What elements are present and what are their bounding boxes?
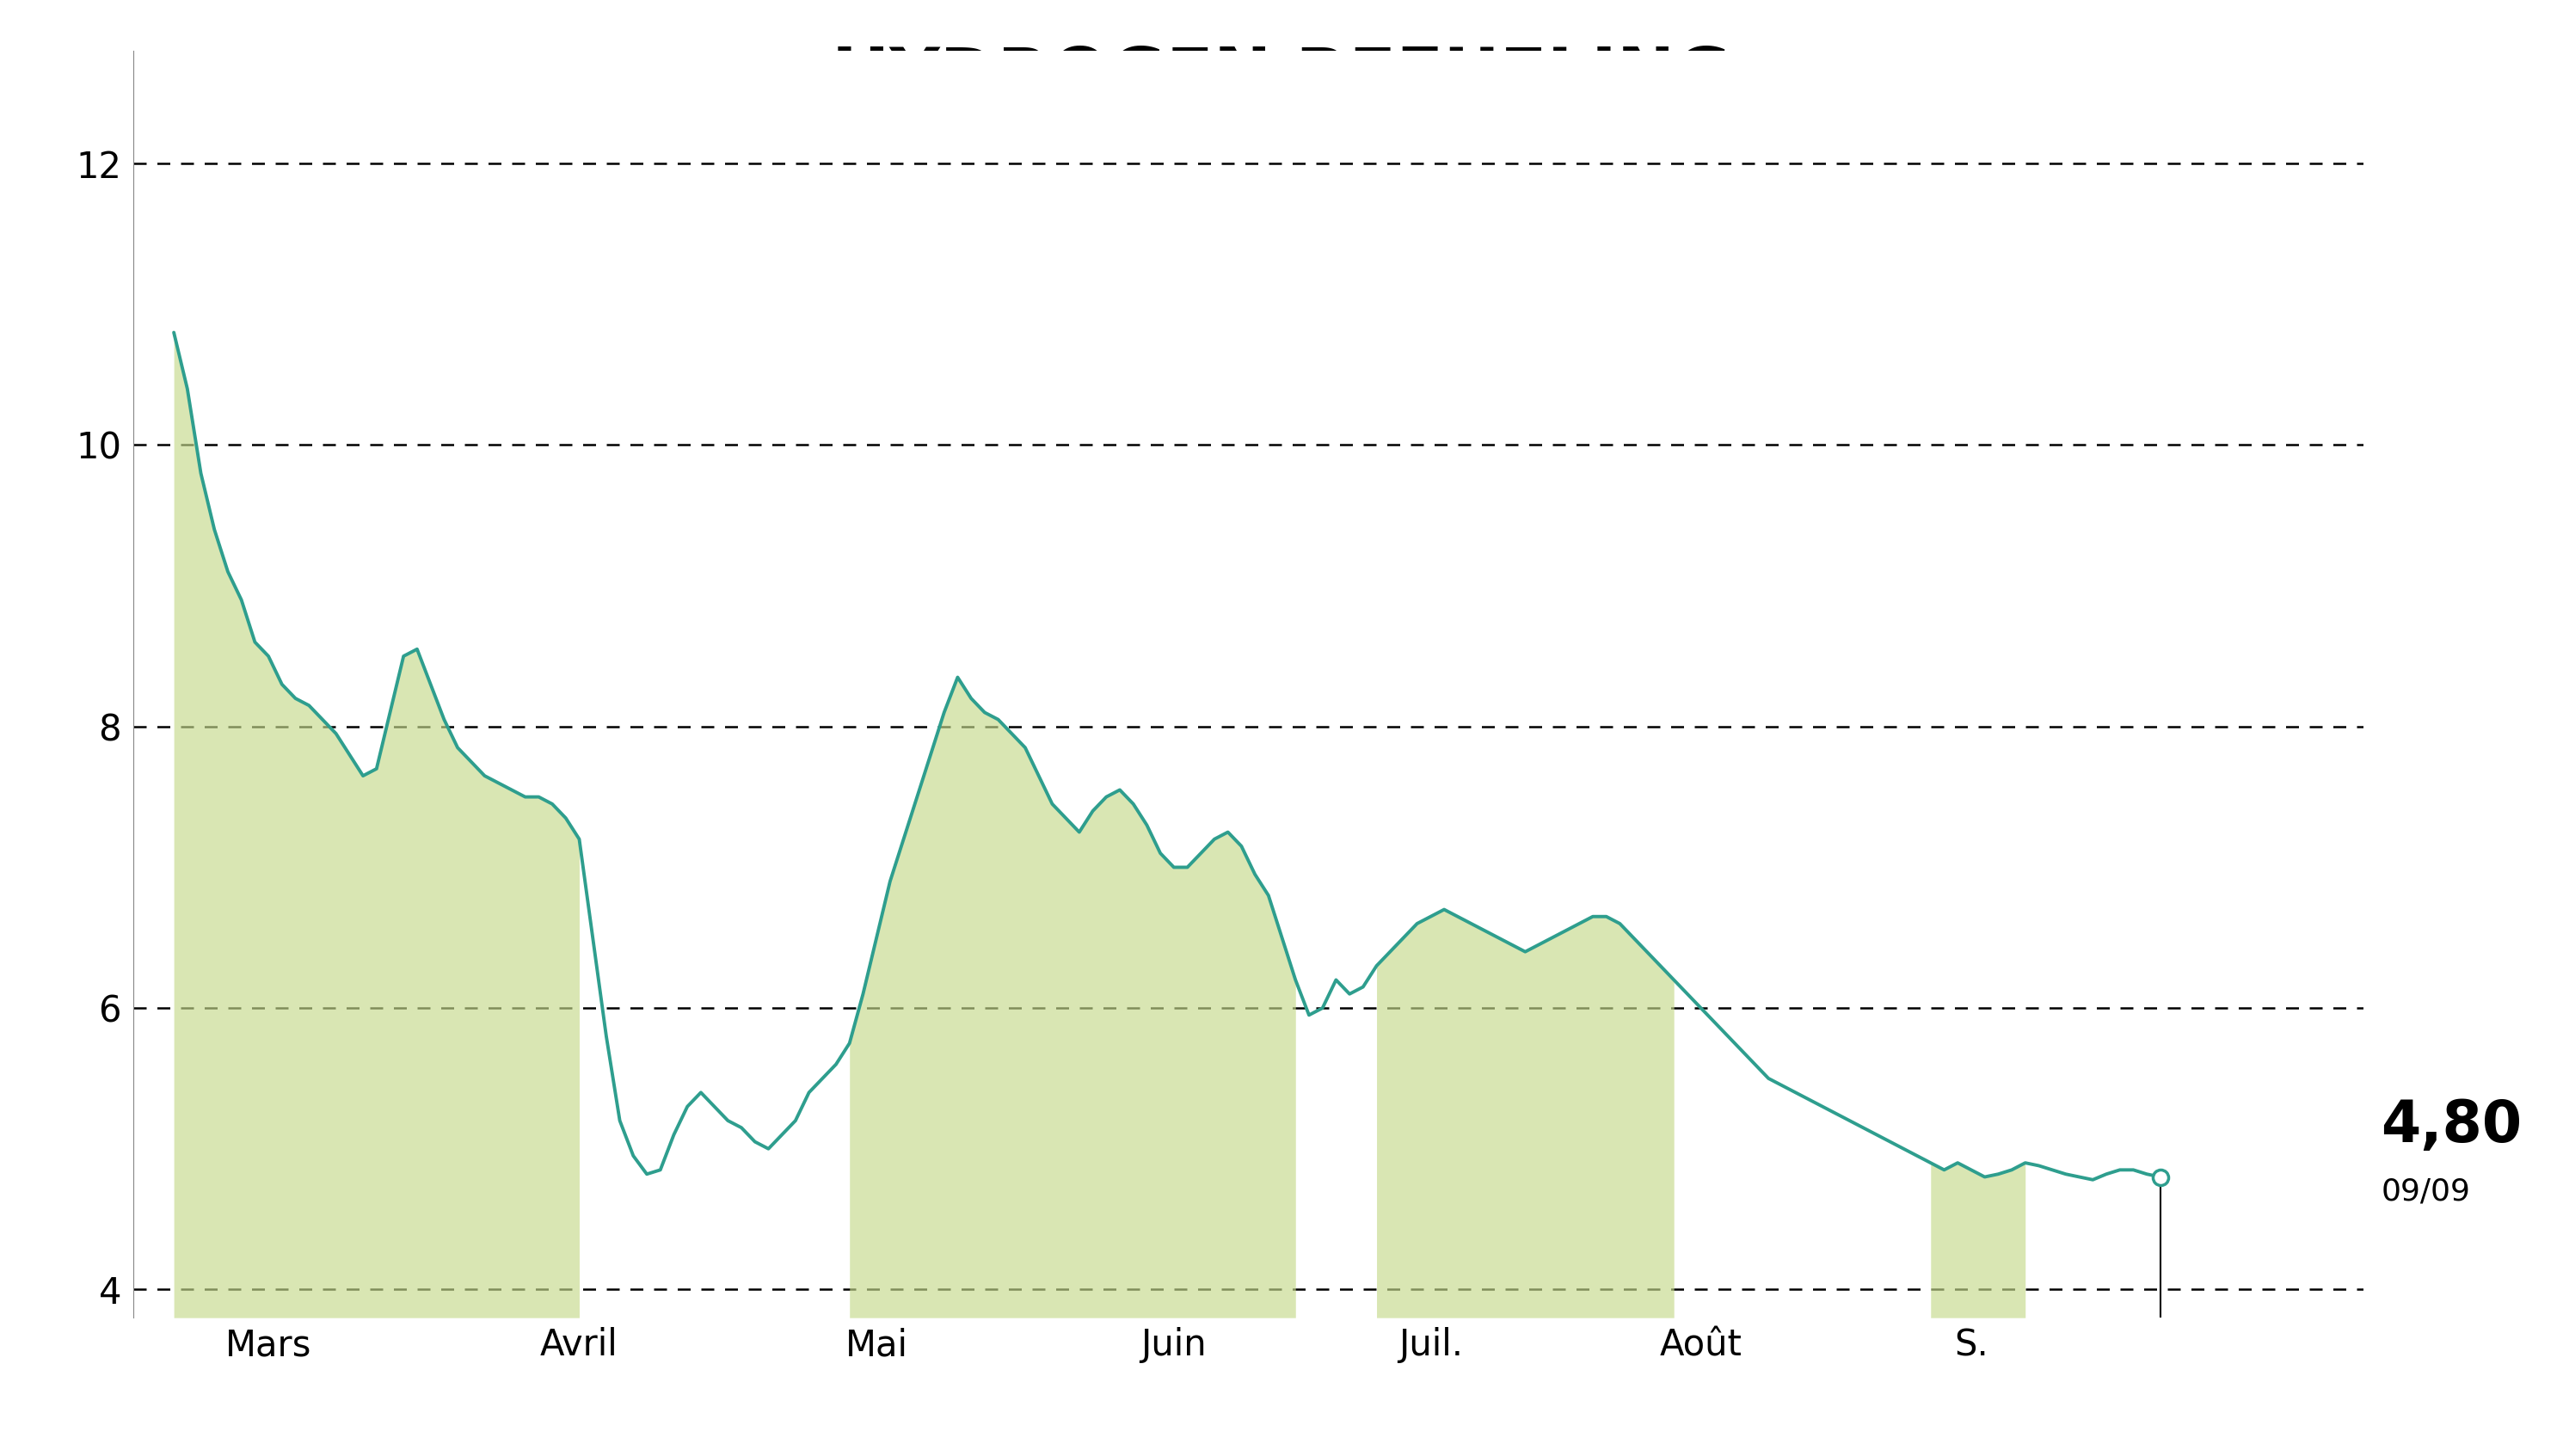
- Text: 09/09: 09/09: [2381, 1176, 2471, 1206]
- Text: 4,80: 4,80: [2381, 1098, 2522, 1155]
- Text: HYDROGEN REFUELING: HYDROGEN REFUELING: [830, 45, 1733, 112]
